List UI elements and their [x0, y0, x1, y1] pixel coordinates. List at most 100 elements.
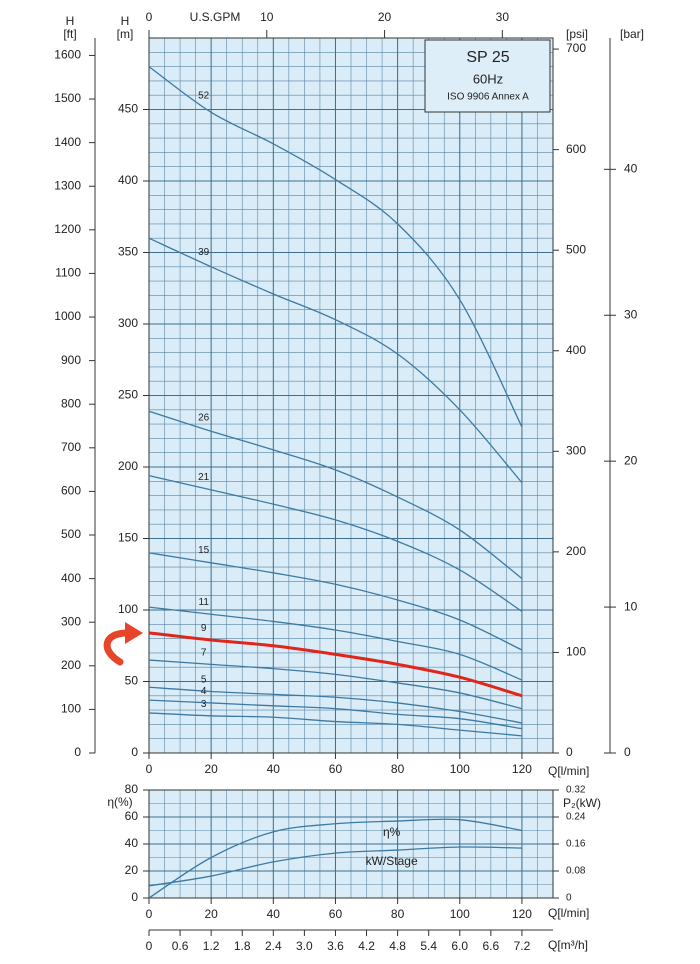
series-label: 11 [199, 597, 210, 608]
tick-label: 30 [496, 10, 510, 24]
tick-label: 400 [61, 571, 81, 585]
curve [148, 659, 523, 710]
tick-label: 300 [566, 443, 586, 457]
highlight-arrow [103, 629, 131, 666]
tick-label: 20 [125, 863, 139, 877]
tick-label: 100 [450, 907, 470, 921]
tick-label: 40 [125, 836, 139, 850]
curve [148, 631, 523, 698]
tick-label: 200 [118, 459, 138, 473]
tick-label: 0 [146, 10, 153, 24]
tick-label: 3.0 [296, 939, 313, 953]
tick-label: 0.08 [566, 866, 586, 877]
tick-label: 1200 [54, 222, 81, 236]
tick-label: 500 [566, 242, 586, 256]
tick-label: 10 [260, 10, 274, 24]
tick-label: 2.4 [265, 939, 282, 953]
axis-unit: [ft] [63, 27, 76, 41]
axis-unit: [m] [117, 27, 134, 41]
tick-label: 450 [118, 102, 138, 116]
tick-label: 400 [566, 343, 586, 357]
tick-label: 700 [61, 440, 81, 454]
tick-label: 0 [131, 890, 138, 904]
tick-label: 40 [267, 762, 281, 776]
tick-label: 0 [566, 893, 572, 904]
tick-label: 20 [204, 762, 218, 776]
tick-label: 4.8 [389, 939, 406, 953]
tick-label: 0 [131, 745, 138, 759]
tick-label: 40 [624, 161, 638, 175]
tick-label: 4.2 [358, 939, 375, 953]
series-label: 21 [198, 472, 210, 483]
tick-label: 1300 [54, 178, 81, 192]
series-label: 3 [201, 699, 207, 710]
tick-label: 20 [204, 907, 218, 921]
tick-label: 700 [566, 41, 586, 55]
tick-label: 0 [146, 939, 153, 953]
tick-label: 60 [329, 762, 343, 776]
tick-label: 0.6 [172, 939, 189, 953]
tick-label: 800 [61, 396, 81, 410]
axis-label: P₂(kW) [563, 796, 601, 810]
tick-label: 400 [118, 173, 138, 187]
tick-label: 300 [61, 614, 81, 628]
chart-subtitle: 60Hz [473, 71, 503, 86]
annotation: ISO 9906 Annex A [447, 92, 529, 103]
tick-label: 1.8 [234, 939, 251, 953]
tick-label: 1600 [54, 48, 81, 62]
tick-label: 1100 [55, 266, 81, 280]
tick-label: 1.2 [203, 939, 220, 953]
curve [148, 606, 523, 681]
tick-label: 100 [118, 602, 138, 616]
tick-label: 1000 [54, 309, 81, 323]
axis-label: Q[l/min] [548, 764, 589, 778]
curve [148, 846, 522, 887]
tick-label: 100 [450, 762, 470, 776]
tick-label: 0 [566, 745, 573, 759]
tick-label: 0.16 [566, 839, 586, 850]
tick-label: 150 [118, 531, 138, 545]
axis-label: Q[m³/h] [548, 938, 588, 952]
tick-label: 50 [125, 674, 139, 688]
axis-label: H [66, 14, 75, 28]
curve [148, 552, 523, 651]
tick-label: 1400 [54, 135, 81, 149]
axis-label: U.S.GPM [190, 10, 241, 24]
tick-label: 0.32 [566, 785, 586, 796]
curve [148, 410, 523, 580]
series-label: 26 [198, 412, 210, 423]
tick-label: 5.4 [420, 939, 437, 953]
tick-label: 0 [146, 762, 153, 776]
tick-label: 350 [118, 245, 138, 259]
tick-label: 200 [61, 658, 81, 672]
curve [148, 818, 523, 899]
tick-label: 20 [378, 10, 392, 24]
series-label: 9 [201, 623, 207, 634]
tick-label: 3.6 [327, 939, 344, 953]
tick-label: 6.0 [451, 939, 468, 953]
tick-label: 60 [125, 809, 139, 823]
series-label: 15 [198, 545, 210, 556]
series-label: η% [383, 825, 401, 839]
axis-unit: [psi] [566, 27, 588, 41]
tick-label: 60 [329, 907, 343, 921]
tick-label: 100 [566, 645, 586, 659]
curve [148, 66, 523, 428]
tick-label: 120 [512, 907, 532, 921]
tick-label: 0.24 [566, 812, 586, 823]
series-label: 7 [201, 647, 207, 658]
tick-label: 10 [624, 599, 638, 613]
tick-label: 120 [512, 762, 532, 776]
tick-label: 6.6 [483, 939, 500, 953]
tick-label: 40 [267, 907, 281, 921]
axis-unit: [bar] [620, 27, 644, 41]
chart-title: SP 25 [466, 49, 509, 66]
tick-label: 900 [61, 353, 81, 367]
tick-label: 0 [624, 745, 631, 759]
tick-label: 250 [118, 388, 138, 402]
tick-label: 0 [74, 745, 81, 759]
tick-label: 500 [61, 527, 81, 541]
tick-label: 0 [146, 907, 153, 921]
tick-label: 20 [624, 453, 638, 467]
